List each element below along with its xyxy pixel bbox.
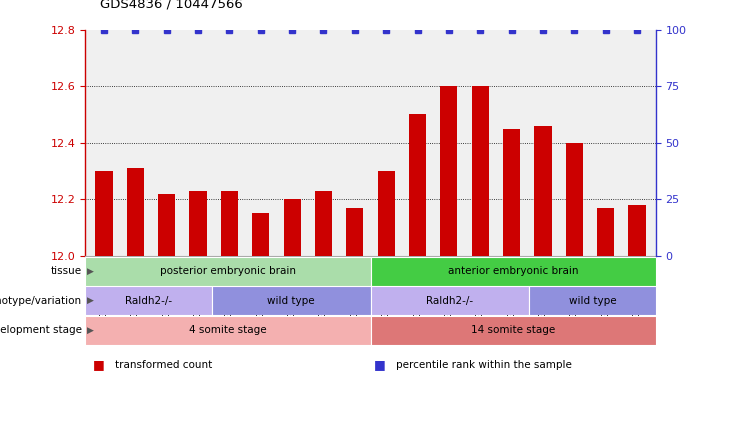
Bar — [378, 171, 395, 256]
Bar — [158, 194, 176, 256]
Bar — [370, 257, 656, 286]
Bar — [565, 143, 583, 256]
Bar — [85, 286, 212, 315]
Bar — [370, 316, 656, 345]
Text: ▶: ▶ — [87, 326, 93, 335]
Text: 14 somite stage: 14 somite stage — [471, 325, 555, 335]
Text: 4 somite stage: 4 somite stage — [189, 325, 267, 335]
Text: transformed count: transformed count — [115, 360, 212, 370]
Bar — [212, 286, 370, 315]
Text: Raldh2-/-: Raldh2-/- — [125, 296, 172, 306]
Bar — [471, 86, 489, 256]
Text: ▶: ▶ — [87, 296, 93, 305]
Bar — [628, 205, 645, 256]
Bar — [127, 168, 144, 256]
Bar — [315, 191, 332, 256]
Text: genotype/variation: genotype/variation — [0, 296, 82, 306]
Text: wild type: wild type — [568, 296, 617, 306]
Bar — [190, 191, 207, 256]
Bar — [221, 191, 238, 256]
Text: wild type: wild type — [268, 296, 315, 306]
Bar — [440, 86, 457, 256]
Bar — [96, 171, 113, 256]
Text: Raldh2-/-: Raldh2-/- — [426, 296, 473, 306]
Bar — [597, 208, 614, 256]
Bar — [85, 257, 370, 286]
Text: ■: ■ — [374, 358, 386, 371]
Bar — [534, 126, 551, 256]
Text: ▶: ▶ — [87, 266, 93, 276]
Bar — [284, 199, 301, 256]
Bar — [529, 286, 656, 315]
Bar — [409, 115, 426, 256]
Text: development stage: development stage — [0, 325, 82, 335]
Bar — [346, 208, 363, 256]
Text: anterior embryonic brain: anterior embryonic brain — [448, 266, 579, 276]
Bar — [85, 316, 370, 345]
Bar — [252, 214, 270, 256]
Text: ■: ■ — [93, 358, 104, 371]
Bar — [370, 286, 529, 315]
Text: posterior embryonic brain: posterior embryonic brain — [160, 266, 296, 276]
Text: tissue: tissue — [50, 266, 82, 276]
Text: GDS4836 / 10447566: GDS4836 / 10447566 — [100, 0, 243, 11]
Text: percentile rank within the sample: percentile rank within the sample — [396, 360, 572, 370]
Bar — [503, 129, 520, 256]
